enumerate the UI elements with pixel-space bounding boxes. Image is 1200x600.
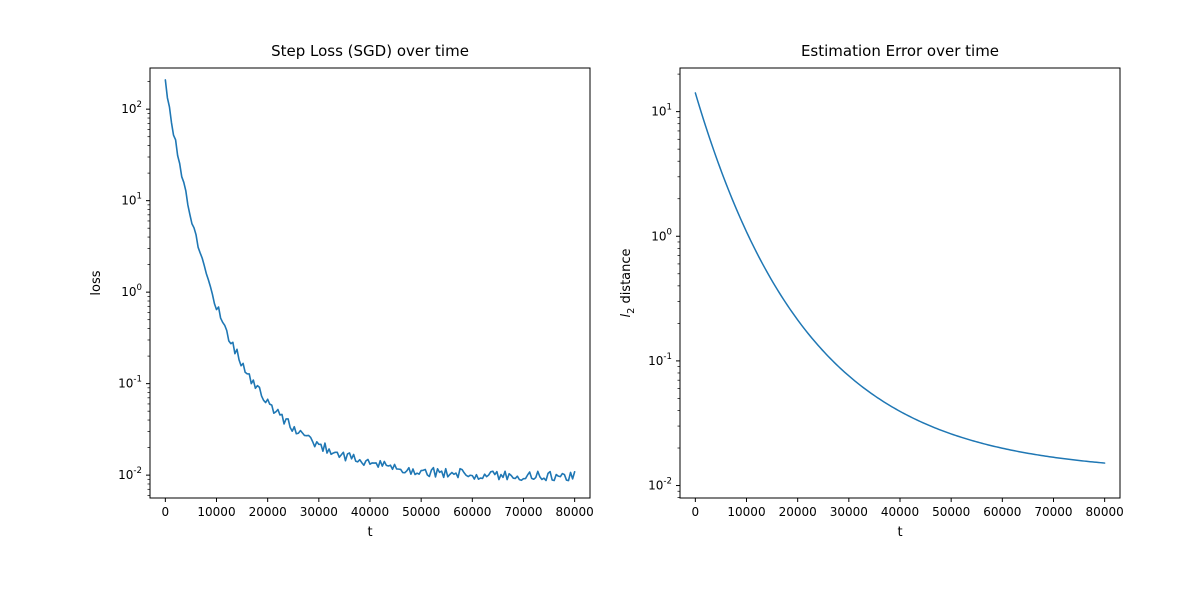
xtick-label: 30000 <box>830 505 868 519</box>
axes-frame <box>150 68 590 498</box>
xtick-label: 70000 <box>504 505 542 519</box>
xtick-label: 60000 <box>983 505 1021 519</box>
ytick-label: 10-1 <box>648 352 672 368</box>
xtick-label: 20000 <box>249 505 287 519</box>
xlabel: t <box>897 525 902 540</box>
xtick-label: 0 <box>692 505 700 519</box>
xtick-label: 40000 <box>881 505 919 519</box>
ylabel: loss <box>89 270 104 295</box>
xtick-label: 80000 <box>1086 505 1124 519</box>
ytick-label: 10-1 <box>118 375 142 391</box>
ytick-label: 101 <box>121 192 142 208</box>
series-line <box>165 80 574 481</box>
xtick-label: 70000 <box>1034 505 1072 519</box>
xtick-label: 10000 <box>197 505 235 519</box>
xtick-label: 30000 <box>300 505 338 519</box>
chart-title: Estimation Error over time <box>801 42 999 60</box>
ytick-label: 10-2 <box>118 466 142 482</box>
xtick-label: 50000 <box>932 505 970 519</box>
xtick-label: 0 <box>162 505 170 519</box>
xtick-label: 80000 <box>556 505 594 519</box>
ytick-label: 100 <box>121 283 142 299</box>
ytick-label: 102 <box>121 100 142 116</box>
axes-frame <box>680 68 1120 498</box>
ytick-label: 100 <box>651 227 672 243</box>
xtick-label: 50000 <box>402 505 440 519</box>
xlabel: t <box>367 525 372 540</box>
chart-title: Step Loss (SGD) over time <box>271 42 469 60</box>
xtick-label: 20000 <box>779 505 817 519</box>
xtick-label: 40000 <box>351 505 389 519</box>
left-chart: 0 10000 20000 30000 40000 50000 60000 70000 8000… <box>89 42 594 540</box>
xtick-label: 10000 <box>727 505 765 519</box>
right-chart: 0 10000 20000 30000 40000 50000 60000 70000 8000… <box>619 42 1124 540</box>
ytick-label: 101 <box>651 103 672 119</box>
xtick-label: 60000 <box>453 505 491 519</box>
ylabel: l2 distance <box>619 248 637 317</box>
series-line <box>695 93 1104 463</box>
ytick-label: 10-2 <box>648 477 672 493</box>
